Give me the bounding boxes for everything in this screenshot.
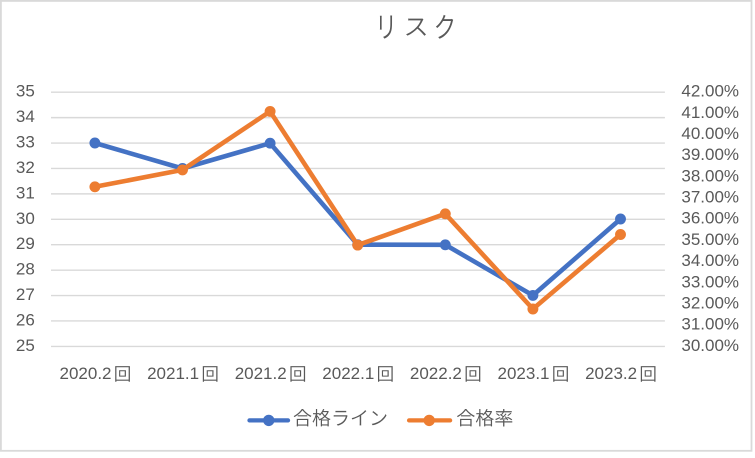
svg-text:31.00%: 31.00% (681, 315, 739, 334)
svg-text:30.00%: 30.00% (681, 336, 739, 355)
svg-text:2021.1: 2021.1 (147, 364, 199, 383)
svg-text:2023.2: 2023.2 (585, 364, 637, 383)
svg-text:38.00%: 38.00% (681, 166, 739, 185)
svg-text:34: 34 (16, 107, 35, 126)
svg-text:28: 28 (16, 260, 35, 279)
svg-text:35.00%: 35.00% (681, 230, 739, 249)
svg-text:31: 31 (16, 183, 35, 202)
svg-text:2022.1: 2022.1 (322, 364, 374, 383)
svg-text:27: 27 (16, 285, 35, 304)
svg-text:36.00%: 36.00% (681, 209, 739, 228)
svg-text:2023.1: 2023.1 (498, 364, 550, 383)
svg-text:32.00%: 32.00% (681, 293, 739, 312)
svg-text:42.00%: 42.00% (681, 82, 739, 101)
svg-text:35: 35 (16, 82, 35, 101)
svg-text:33.00%: 33.00% (681, 272, 739, 291)
svg-text:2020.2: 2020.2 (60, 364, 112, 383)
svg-text:33: 33 (16, 133, 35, 152)
svg-text:34.00%: 34.00% (681, 251, 739, 270)
svg-text:39.00%: 39.00% (681, 145, 739, 164)
svg-text:2022.2: 2022.2 (410, 364, 462, 383)
svg-text:29: 29 (16, 234, 35, 253)
svg-text:40.00%: 40.00% (681, 124, 739, 143)
svg-text:41.00%: 41.00% (681, 103, 739, 122)
svg-text:25: 25 (16, 336, 35, 355)
svg-text:32: 32 (16, 158, 35, 177)
svg-text:30: 30 (16, 209, 35, 228)
svg-text:26: 26 (16, 310, 35, 329)
svg-text:2021.2: 2021.2 (235, 364, 287, 383)
svg-text:37.00%: 37.00% (681, 188, 739, 207)
